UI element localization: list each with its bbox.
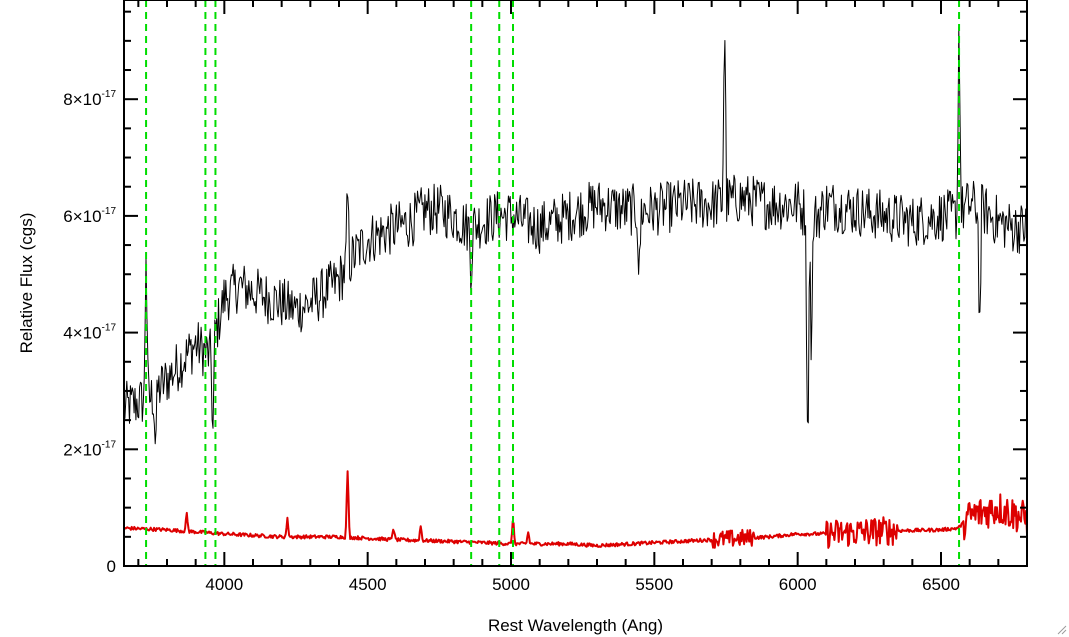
y-tick-exponent: -17 bbox=[102, 439, 117, 450]
y-tick-exponent: -17 bbox=[102, 89, 117, 100]
axis-ticks bbox=[124, 0, 1028, 567]
y-tick-label: 4×10-17 bbox=[63, 323, 116, 343]
resize-grip-icon[interactable] bbox=[1055, 623, 1067, 635]
x-tick-label: 5000 bbox=[492, 575, 530, 594]
emission-line-markers bbox=[145, 0, 961, 566]
y-tick-exponent: -17 bbox=[102, 323, 117, 334]
x-tick-label: 4500 bbox=[349, 575, 387, 594]
x-tick-label: 5500 bbox=[635, 575, 673, 594]
x-axis-label: Rest Wavelength (Ang) bbox=[488, 616, 663, 635]
y-axis-label: Relative Flux (cgs) bbox=[17, 213, 36, 354]
galaxy-spectrum-line bbox=[123, 26, 1028, 445]
x-tick-label: 6000 bbox=[779, 575, 817, 594]
y-tick-label: 0 bbox=[107, 557, 116, 576]
x-tick-label: 6500 bbox=[922, 575, 960, 594]
y-tick-label: 8×10-17 bbox=[63, 89, 116, 109]
y-tick-exponent: -17 bbox=[102, 206, 117, 217]
error-spectrum-line bbox=[123, 470, 1028, 549]
plot-frame bbox=[123, 0, 1028, 567]
y-tick-label: 2×10-17 bbox=[63, 439, 116, 459]
x-tick-labels: 4000 4500 5000 5500 6000 6500 bbox=[205, 575, 959, 594]
y-tick-label: 6×10-17 bbox=[63, 206, 116, 226]
x-tick-label: 4000 bbox=[205, 575, 243, 594]
y-tick-labels: 0 2×10-17 4×10-17 6×10-17 8×10-17 bbox=[63, 89, 116, 576]
spectrum-traces bbox=[123, 26, 1028, 549]
